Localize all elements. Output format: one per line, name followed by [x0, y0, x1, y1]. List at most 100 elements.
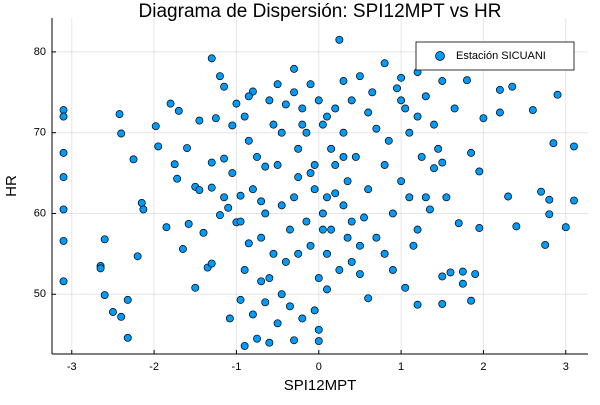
scatter-point	[397, 73, 406, 82]
scatter-point	[405, 193, 414, 202]
scatter-point	[314, 337, 323, 346]
scatter-point	[265, 96, 274, 105]
scatter-point	[248, 185, 257, 194]
scatter-point	[355, 241, 364, 250]
scatter-point	[244, 239, 253, 248]
scatter-point	[207, 259, 216, 268]
scatter-point	[368, 88, 377, 97]
scatter-point	[236, 295, 245, 304]
scatter-point	[508, 82, 517, 91]
legend-label: Estación SICUANI	[456, 50, 546, 62]
scatter-point	[323, 193, 331, 202]
scatter-point	[425, 205, 434, 214]
scatter-point	[438, 272, 447, 281]
scatter-point	[298, 120, 307, 129]
scatter-point	[290, 193, 299, 202]
x-tick-label: -3	[67, 361, 77, 373]
scatter-point	[314, 96, 323, 105]
scatter-point	[397, 96, 406, 105]
scatter-point	[442, 193, 451, 202]
scatter-point	[306, 241, 315, 250]
scatter-point	[323, 112, 331, 121]
scatter-point	[154, 142, 163, 151]
scatter-point	[257, 277, 266, 286]
scatter-point	[475, 167, 484, 176]
scatter-point	[216, 72, 224, 81]
scatter-point	[364, 294, 373, 303]
scatter-point	[302, 128, 311, 137]
scatter-point	[129, 155, 138, 164]
scatter-point	[405, 128, 414, 137]
scatter-point	[174, 106, 183, 115]
y-axis-label: HR	[3, 175, 20, 197]
x-axis-label: SPI12MPT	[284, 377, 357, 394]
scatter-point	[553, 90, 562, 99]
scatter-point	[261, 298, 270, 307]
scatter-point	[240, 112, 249, 121]
scatter-point	[318, 225, 327, 234]
scatter-point	[115, 110, 124, 119]
scatter-point	[285, 225, 294, 234]
scatter-point	[117, 129, 126, 138]
scatter-point	[347, 217, 356, 226]
scatter-point	[384, 136, 393, 145]
x-tick-label: 3	[563, 361, 569, 373]
scatter-point	[458, 267, 467, 276]
scatter-point	[281, 100, 290, 109]
scatter-point	[195, 186, 204, 194]
x-tick-label: -2	[149, 361, 159, 373]
scatter-point	[290, 64, 299, 73]
scatter-point	[285, 302, 294, 311]
scatter-point	[195, 116, 204, 125]
scatter-point	[438, 77, 447, 85]
scatter-point	[355, 72, 364, 81]
chart-title: Diagrama de Dispersión: SPI12MPT vs HR	[139, 1, 502, 22]
scatter-point	[430, 120, 438, 129]
scatter-point	[220, 193, 229, 202]
scatter-point	[434, 144, 443, 153]
scatter-point	[207, 54, 216, 63]
x-tick-label: 0	[316, 361, 322, 373]
scatter-point	[318, 120, 327, 129]
scatter-point	[351, 152, 360, 161]
scatter-point	[318, 209, 327, 218]
legend-marker	[435, 51, 445, 61]
scatter-point	[253, 334, 261, 343]
scatter-point	[421, 193, 430, 202]
scatter-point	[450, 104, 459, 113]
scatter-point	[570, 142, 578, 151]
scatter-point	[139, 205, 148, 214]
scatter-point	[380, 59, 389, 68]
scatter-point	[413, 225, 422, 234]
scatter-point	[327, 225, 336, 234]
scatter-point	[545, 195, 554, 204]
scatter-point	[216, 211, 224, 220]
scatter-point	[409, 241, 418, 250]
scatter-point	[467, 148, 476, 157]
scatter-point	[310, 185, 319, 194]
scatter-point	[347, 257, 356, 266]
scatter-point	[261, 162, 270, 171]
scatter-point	[430, 164, 438, 173]
scatter-point	[298, 104, 307, 113]
scatter-point	[211, 114, 220, 123]
scatter-point	[438, 158, 447, 167]
scatter-point	[335, 266, 344, 274]
scatter-point	[277, 290, 286, 299]
scatter-point	[253, 152, 261, 161]
scatter-point	[339, 201, 348, 210]
scatter-point	[331, 189, 340, 198]
scatter-point	[314, 325, 323, 334]
scatter-point	[100, 291, 109, 299]
scatter-point	[343, 233, 352, 242]
scatter-point	[537, 187, 546, 196]
scatter-point	[446, 268, 455, 277]
y-tick-label: 70	[34, 127, 46, 139]
scatter-point	[458, 279, 467, 288]
scatter-point	[269, 120, 278, 129]
scatter-point	[240, 341, 249, 350]
scatter-point	[364, 108, 373, 117]
scatter-point	[232, 99, 241, 108]
scatter-point	[343, 177, 352, 186]
scatter-point	[372, 124, 381, 133]
